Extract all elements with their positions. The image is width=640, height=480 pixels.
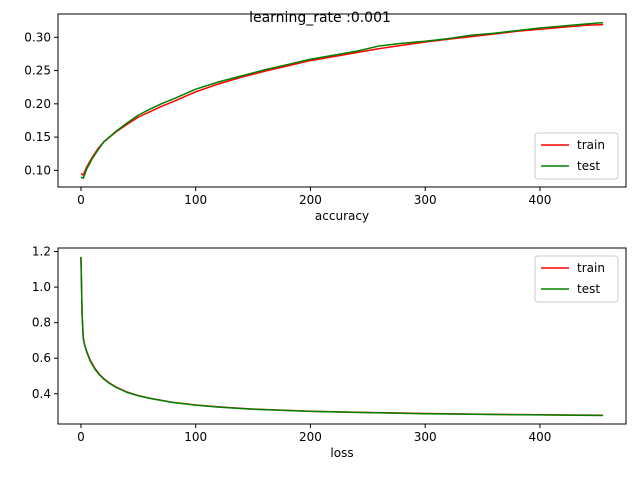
loss-ytick-label: 0.6	[32, 351, 51, 365]
accuracy-xtick-label: 100	[184, 193, 207, 207]
accuracy-ytick-label: 0.15	[24, 130, 51, 144]
loss-ytick-label: 1.2	[32, 245, 51, 259]
accuracy-legend-label-train: train	[577, 138, 605, 152]
accuracy-ytick-label: 0.25	[24, 64, 51, 78]
loss-xtick-label: 0	[77, 430, 85, 444]
loss-axes-frame	[57, 247, 627, 425]
accuracy-axes-frame	[57, 13, 627, 188]
accuracy-xtick-label: 300	[414, 193, 437, 207]
loss-ytick-label: 0.4	[32, 387, 51, 401]
loss-ytick-label: 0.8	[32, 316, 51, 330]
accuracy-xtick-label: 0	[77, 193, 85, 207]
accuracy-ytick-label: 0.20	[24, 97, 51, 111]
loss-legend-label-test: test	[577, 282, 600, 296]
accuracy-ytick-label: 0.10	[24, 163, 51, 177]
accuracy-xtick-label: 400	[528, 193, 551, 207]
loss-xtick-label: 100	[184, 430, 207, 444]
accuracy-legend-label-test: test	[577, 159, 600, 173]
accuracy-ytick-label: 0.30	[24, 30, 51, 44]
loss-subplot: 0 100 200 300 400 0.4 0.6 0.8 1.0 1.2 loss train tes…	[32, 245, 627, 460]
loss-xaxis-label: loss	[330, 446, 353, 460]
loss-ytick-label: 1.0	[32, 280, 51, 294]
loss-xtick-label: 300	[414, 430, 437, 444]
loss-legend-label-train: train	[577, 261, 605, 275]
loss-test-line	[80, 256, 604, 417]
accuracy-test-line	[80, 21, 604, 180]
loss-xtick-label: 200	[299, 430, 322, 444]
accuracy-xaxis-label: accuracy	[315, 209, 369, 223]
loss-xtick-label: 400	[528, 430, 551, 444]
accuracy-xtick-label: 200	[299, 193, 322, 207]
accuracy-subplot: 0 100 200 300 400 0.10 0.15 0.20 0.25 0.30 accurac…	[24, 13, 627, 223]
figure-title: learning_rate :0.001	[249, 10, 391, 26]
